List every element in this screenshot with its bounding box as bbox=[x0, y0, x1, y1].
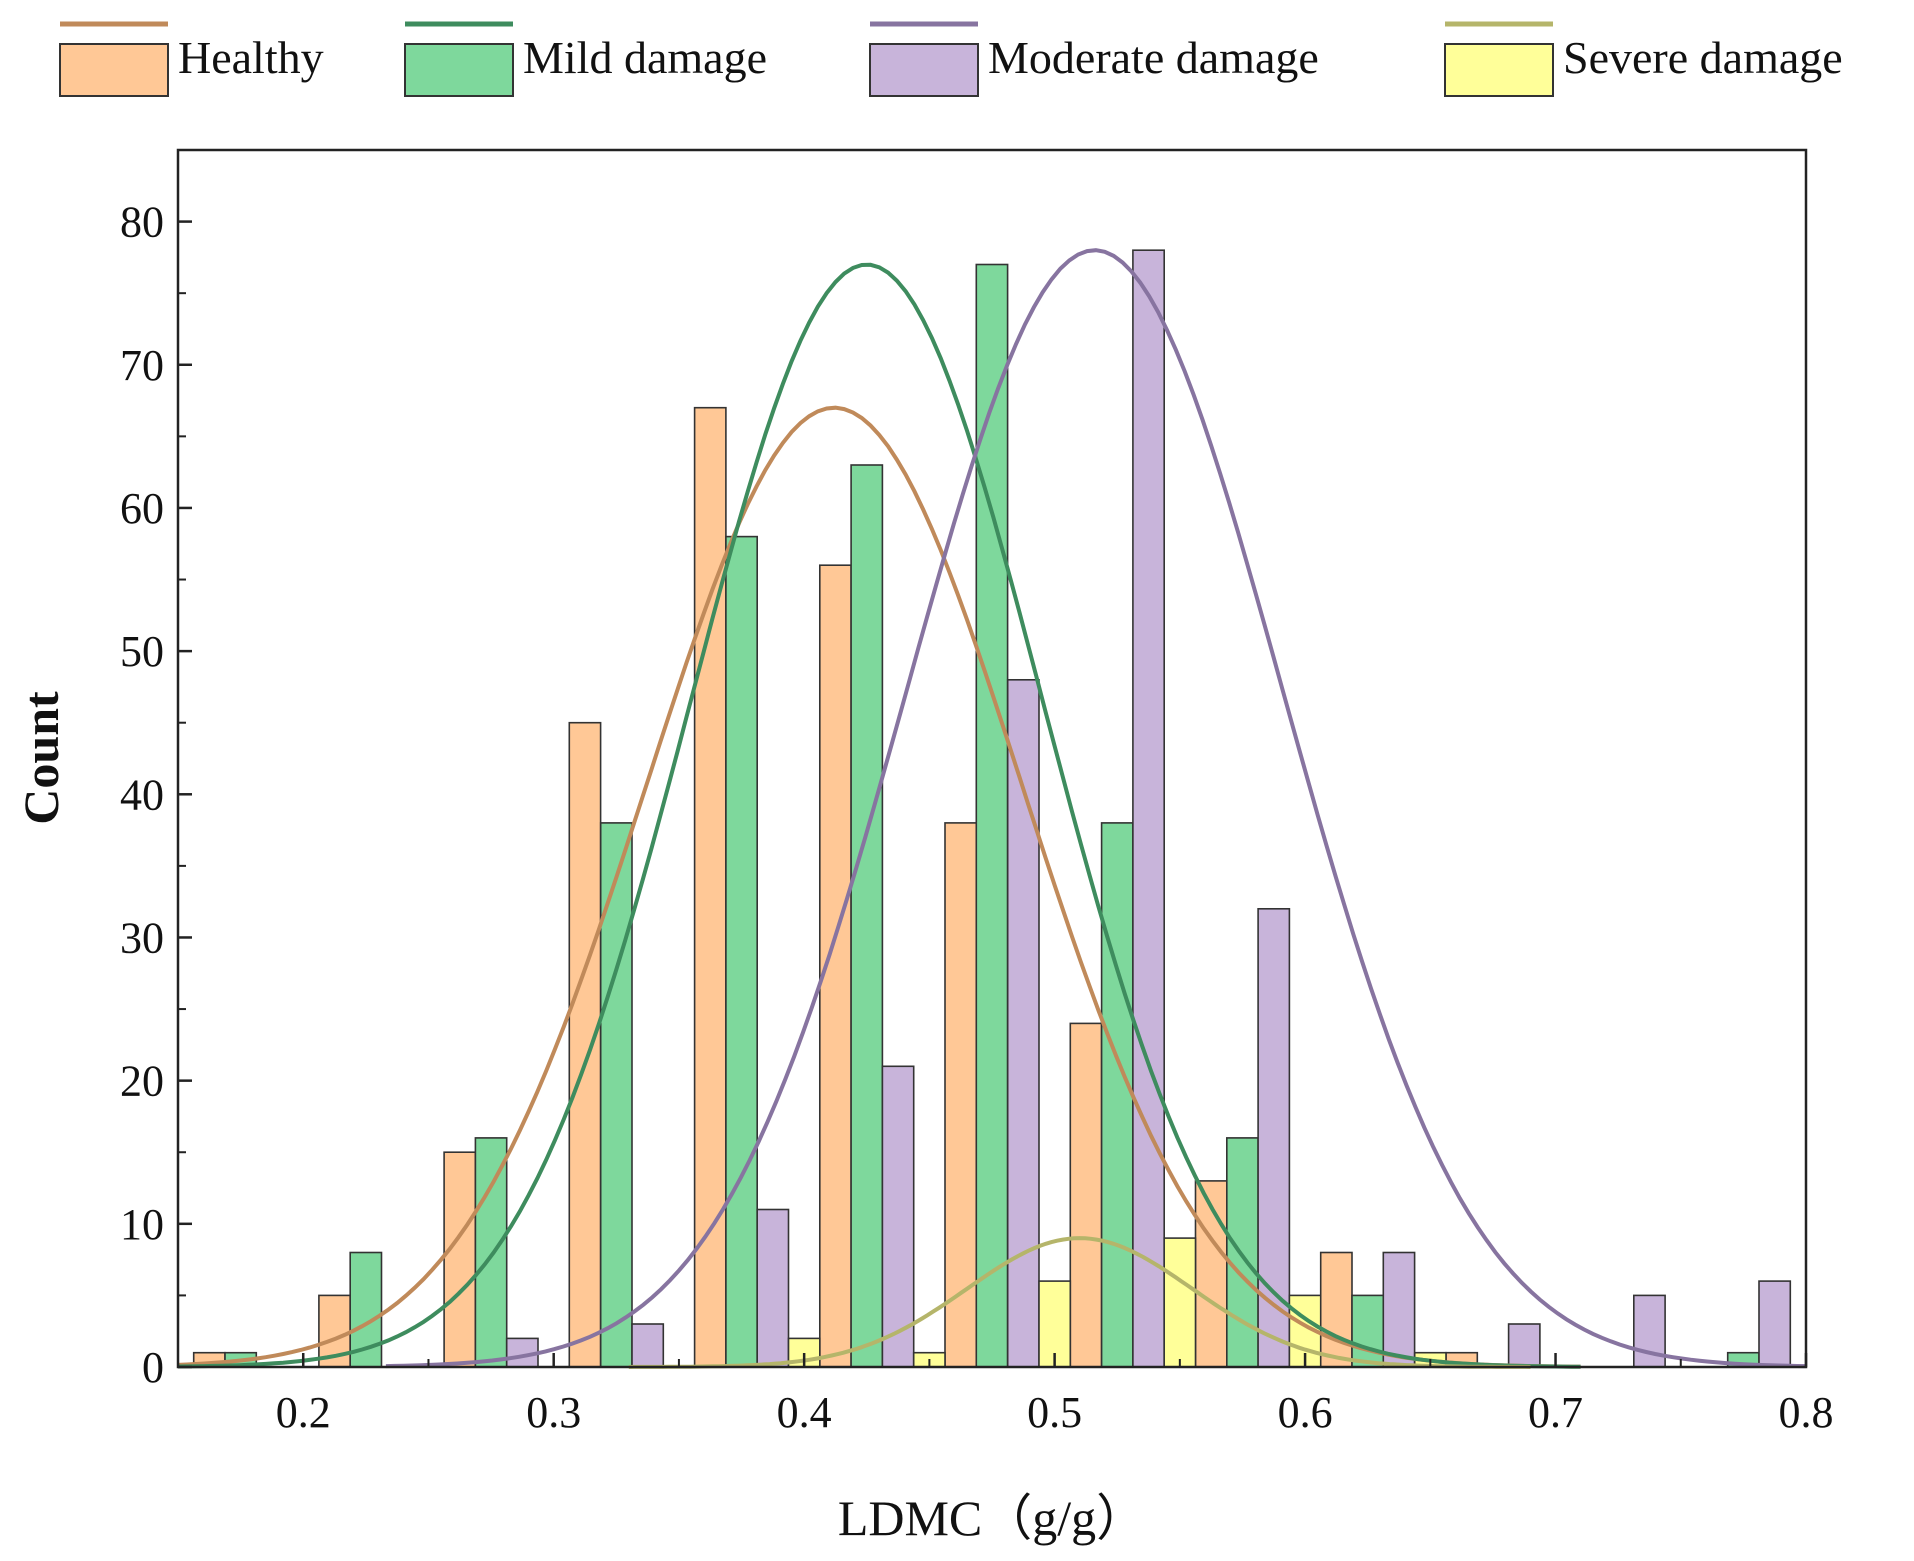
bar-mild-damage-9 bbox=[1351, 1294, 1385, 1368]
fit-curve-severe-damage bbox=[628, 1236, 1531, 1369]
fit-curve-mild-damage bbox=[177, 262, 1581, 1369]
bar-healthy-9 bbox=[1319, 1251, 1353, 1368]
y-tick-label: 60 bbox=[120, 484, 164, 533]
bar-mild-damage-5 bbox=[850, 464, 884, 1368]
y-axis: 0 10 20 30 40 50 60 70 80 bbox=[120, 149, 192, 1392]
y-tick-label: 40 bbox=[120, 770, 164, 819]
y-tick-label: 10 bbox=[120, 1200, 164, 1249]
legend-label: Healthy bbox=[178, 32, 324, 83]
x-tick-label: 0.3 bbox=[526, 1388, 581, 1437]
bar-moderate-damage-5 bbox=[1132, 249, 1166, 1368]
y-tick-label: 30 bbox=[120, 913, 164, 962]
x-axis: 0.2 0.3 0.4 0.5 0.6 0.7 0.8 bbox=[177, 1353, 1834, 1437]
bar-healthy-4 bbox=[693, 406, 727, 1368]
bar-healthy-8 bbox=[1194, 1180, 1228, 1368]
bar-mild-damage-6 bbox=[975, 263, 1009, 1368]
legend-item-healthy: Healthy bbox=[59, 21, 324, 97]
legend-item-mild-damage: Mild damage bbox=[404, 21, 767, 97]
y-tick-label: 0 bbox=[142, 1343, 164, 1392]
bar-mild-damage-2 bbox=[474, 1137, 508, 1368]
fit-curves-layer bbox=[177, 248, 1807, 1369]
y-tick-label: 70 bbox=[120, 341, 164, 390]
y-tick-label: 50 bbox=[120, 627, 164, 676]
y-tick-label: 20 bbox=[120, 1057, 164, 1106]
legend-bar-swatch bbox=[404, 43, 514, 97]
x-tick-label: 0.5 bbox=[1027, 1388, 1082, 1437]
bar-healthy-3 bbox=[568, 721, 602, 1368]
legend-label: Severe damage bbox=[1563, 32, 1843, 83]
bar-moderate-damage-2 bbox=[756, 1208, 790, 1368]
legend-bar-swatch bbox=[1444, 43, 1554, 97]
x-tick-label: 0.2 bbox=[276, 1388, 331, 1437]
bar-mild-damage-7 bbox=[1100, 822, 1134, 1368]
legend-bar-swatch bbox=[59, 43, 169, 97]
legend: Healthy Mild damage Moderate damage Severe … bbox=[59, 21, 1843, 97]
bar-mild-damage-8 bbox=[1226, 1137, 1259, 1368]
plot-frame bbox=[176, 148, 1808, 1369]
bar-healthy-7 bbox=[1069, 1022, 1103, 1368]
bar-moderate-damage-8 bbox=[1507, 1323, 1541, 1368]
fit-curve-healthy bbox=[177, 405, 1581, 1369]
bar-moderate-damage-3 bbox=[881, 1065, 915, 1368]
legend-label: Moderate damage bbox=[988, 32, 1319, 83]
y-tick-label: 80 bbox=[120, 198, 164, 247]
bar-healthy-6 bbox=[944, 822, 978, 1368]
bars-layer bbox=[192, 249, 1792, 1368]
bar-severe-damage-3 bbox=[1163, 1237, 1197, 1368]
legend-bar-swatch bbox=[869, 43, 979, 97]
x-tick-label: 0.8 bbox=[1779, 1388, 1834, 1437]
legend-item-severe-damage: Severe damage bbox=[1444, 21, 1843, 97]
legend-label: Mild damage bbox=[523, 32, 767, 83]
x-tick-label: 0.6 bbox=[1278, 1388, 1333, 1437]
x-axis-title: LDMC（g/g） bbox=[838, 1490, 1146, 1546]
bar-mild-damage-4 bbox=[725, 535, 759, 1368]
x-tick-label: 0.4 bbox=[777, 1388, 832, 1437]
fit-curve-moderate-damage bbox=[385, 248, 1807, 1369]
y-axis-title: Count bbox=[13, 691, 69, 825]
bar-moderate-damage-10 bbox=[1758, 1280, 1792, 1368]
legend-item-moderate-damage: Moderate damage bbox=[869, 21, 1319, 97]
bar-healthy-2 bbox=[443, 1151, 477, 1368]
x-tick-label: 0.7 bbox=[1528, 1388, 1583, 1437]
bar-moderate-damage-7 bbox=[1382, 1251, 1416, 1368]
bar-moderate-damage-1 bbox=[631, 1323, 665, 1368]
